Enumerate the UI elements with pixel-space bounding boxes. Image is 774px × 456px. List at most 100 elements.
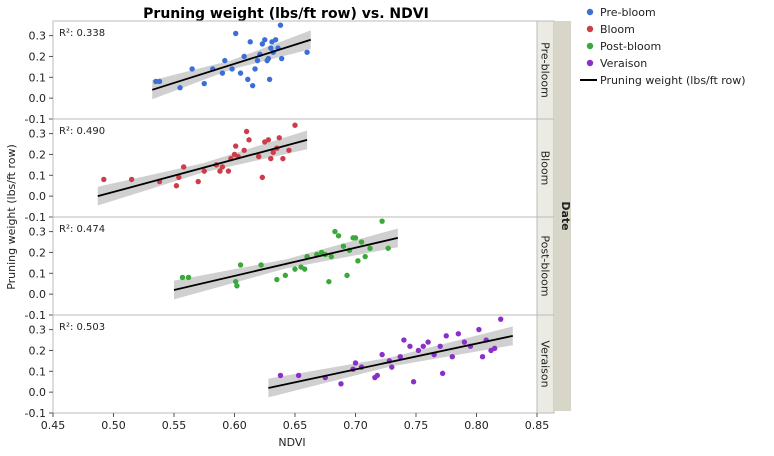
group-strip — [554, 21, 571, 411]
legend: Pre-bloom Bloom Post-bloom Veraison Pruning … — [580, 6, 746, 87]
legend-marker — [586, 25, 594, 33]
data-point — [439, 370, 446, 377]
panel-veraison: -0.1 0.0 0.1 0.2 0.3 R²: 0.503 Veraison — [25, 314, 555, 420]
y-axis-label: Pruning weight (lbs/ft row) — [5, 144, 18, 290]
fit-line — [173, 236, 399, 291]
y-tick-label: 0.3 — [29, 128, 47, 141]
r2-label: R²: 0.474 — [59, 224, 105, 235]
y-tick-label: 0.2 — [29, 344, 47, 357]
data-point — [243, 128, 250, 135]
data-point — [245, 76, 251, 83]
data-point — [268, 45, 274, 51]
r2-label: R²: 0.338 — [59, 28, 105, 39]
x-tick-label: 0.55 — [162, 419, 187, 432]
data-point — [415, 347, 422, 354]
data-point — [268, 155, 274, 162]
panel-strip-label: Pre-bloom — [539, 42, 552, 98]
data-point — [425, 339, 431, 345]
legend-label: Pre-bloom — [600, 6, 656, 19]
data-point — [241, 53, 247, 60]
legend-marker — [586, 8, 594, 16]
data-point — [128, 176, 135, 183]
y-tick-label: -0.1 — [25, 407, 46, 420]
data-point — [367, 245, 373, 251]
data-point — [237, 70, 244, 76]
data-point — [437, 343, 443, 349]
data-point — [256, 153, 262, 160]
data-point — [219, 70, 226, 76]
x-axis: 0.45 0.50 0.55 0.60 0.65 0.70 0.75 0.80 0.85 — [41, 413, 550, 432]
panel-strip-label: Post-bloom — [539, 235, 552, 296]
data-point — [185, 274, 192, 281]
data-point — [479, 354, 486, 360]
data-point — [195, 178, 201, 185]
data-point — [332, 228, 338, 235]
data-point — [286, 147, 292, 153]
data-point — [274, 276, 280, 283]
data-point — [301, 266, 308, 272]
data-point — [180, 164, 187, 170]
data-point — [344, 272, 350, 279]
data-point — [276, 135, 282, 141]
data-point — [233, 143, 239, 149]
data-point — [397, 354, 403, 360]
data-point — [379, 351, 385, 358]
x-tick-label: 0.60 — [222, 419, 247, 432]
y-tick-label: 0.3 — [29, 324, 47, 337]
y-tick-label: 0.0 — [29, 92, 47, 105]
panel-frame — [52, 20, 538, 120]
data-point — [247, 39, 253, 45]
data-point — [259, 174, 266, 181]
data-point — [374, 372, 380, 379]
data-point — [217, 168, 223, 174]
data-point — [455, 331, 462, 337]
chart-title: Pruning weight (lbs/ft row) vs. NDVI — [143, 6, 429, 22]
data-point — [355, 258, 361, 264]
data-point — [389, 364, 395, 370]
data-point — [277, 22, 284, 28]
y-tick-label: 0.2 — [29, 246, 47, 259]
data-point — [222, 57, 228, 64]
data-point — [335, 233, 342, 239]
fit-line — [97, 138, 308, 198]
x-tick-label: 0.70 — [343, 419, 368, 432]
data-point — [234, 283, 240, 289]
y-tick-label: 0.3 — [29, 30, 47, 43]
data-point — [292, 266, 298, 272]
data-point — [379, 218, 385, 224]
r2-label: R²: 0.490 — [59, 126, 105, 137]
data-point — [443, 333, 449, 339]
data-point — [328, 253, 334, 260]
data-point — [340, 243, 347, 249]
data-point — [156, 78, 163, 85]
data-point — [292, 122, 298, 128]
legend-item: Pre-bloom — [586, 6, 656, 19]
data-point — [491, 345, 498, 352]
data-point — [476, 326, 482, 333]
y-tick-label: 0.0 — [29, 288, 47, 301]
x-tick-label: 0.75 — [404, 419, 429, 432]
data-point — [219, 164, 226, 170]
data-point — [229, 66, 235, 72]
data-point — [254, 57, 261, 64]
data-point — [326, 278, 332, 285]
data-point — [201, 80, 207, 87]
panel-strip-label: Veraison — [539, 340, 552, 387]
legend-label: Veraison — [600, 57, 647, 70]
data-point — [282, 272, 289, 279]
data-point — [358, 239, 365, 245]
y-tick-label: -0.1 — [25, 309, 46, 322]
data-point — [338, 381, 344, 387]
data-point — [277, 372, 284, 379]
data-point — [352, 235, 359, 241]
data-point — [177, 85, 183, 91]
data-point — [407, 343, 413, 349]
group-label: Date — [559, 201, 572, 230]
legend-marker — [586, 42, 594, 50]
y-tick-label: 0.0 — [29, 190, 47, 203]
y-tick-label: 0.2 — [29, 50, 47, 63]
x-tick-label: 0.85 — [525, 419, 550, 432]
data-point — [176, 174, 182, 181]
x-tick-label: 0.50 — [101, 419, 126, 432]
